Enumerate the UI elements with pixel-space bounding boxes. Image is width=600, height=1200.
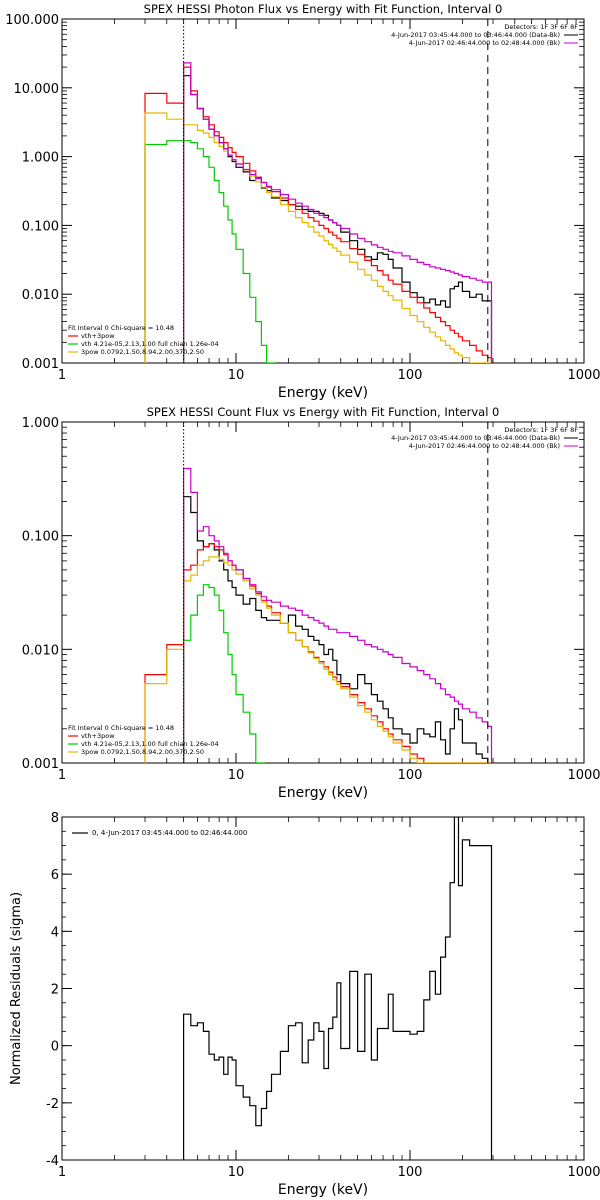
series-line-5 (183, 62, 493, 363)
legend-entry: vth+3pow (81, 732, 115, 740)
x-axis-label: Energy (keV) (278, 385, 368, 401)
x-tick-label: 1 (58, 1165, 66, 1180)
data-area (183, 817, 493, 1160)
fit-legend: Fit Interval 0 Chi-square = 10.48vth+3po… (68, 324, 219, 356)
legend-entry: vth 4.21e-05,2.13,1.00 full chian 1.26e-… (81, 340, 219, 348)
fit-info-label: Fit Interval 0 Chi-square = 10.48 (68, 324, 174, 332)
series-line-1 (183, 817, 493, 1160)
chart-panel-3: 1 10 100 1000 Energy (keV) -4 -2 0 2 4 6 8 Normalize… (9, 811, 600, 1198)
x-axis: 1 10 100 1000 (58, 19, 600, 383)
series-line-4 (144, 556, 492, 763)
legend-entry: 3pow 0.0792,1.50,8.94,2.00,370,2.50 (81, 748, 204, 756)
x-tick-label: 100 (398, 1165, 423, 1180)
x-tick-label: 100 (398, 368, 423, 383)
x-tick-label: 100 (398, 768, 423, 783)
chart-panel-2: SPEX HESSI Count Flux vs Energy with Fit… (22, 405, 600, 801)
y-tick-label: 0.001 (22, 357, 59, 372)
series-line-1 (183, 496, 492, 763)
info-line: Detectors: 1F 3F 6F 8F (504, 426, 578, 434)
info-line: Detectors: 1F 3F 6F 8F (504, 23, 578, 31)
data-area (144, 62, 493, 363)
residual-legend: 0, 4-Jun-2017 03:45:44.000 to 02:46:44.0… (72, 829, 247, 837)
fit-legend: Fit Interval 0 Chi-square = 10.48vth+3po… (68, 724, 219, 756)
y-tick-label: 1.000 (22, 416, 59, 431)
x-tick-label: 1000 (567, 1165, 600, 1180)
x-tick-label: 1 (58, 368, 66, 383)
y-tick-label: 4 (51, 925, 59, 940)
y-tick-label: 6 (51, 868, 59, 883)
series-line-3 (144, 140, 276, 363)
info-line: 4-Jun-2017 03:45:44.000 to 03:46:44.000 … (391, 31, 560, 39)
y-axis-label: Normalized Residuals (sigma) (9, 892, 24, 1085)
x-tick-label: 1000 (567, 368, 600, 383)
x-axis-label: Energy (keV) (278, 785, 368, 801)
y-tick-label: 2 (51, 983, 59, 998)
chart-title: SPEX HESSI Photon Flux vs Energy with Fi… (144, 2, 503, 16)
y-tick-label: 0.010 (22, 643, 59, 658)
series-line-1 (183, 75, 493, 363)
plot-frame (61, 421, 585, 764)
x-tick-label: 1000 (567, 768, 600, 783)
series-line-3 (183, 584, 266, 763)
x-axis: 1 10 100 1000 (58, 817, 600, 1180)
y-axis: 0.001 0.010 0.100 1.000 10.000 100.000 (5, 13, 584, 372)
detector-info: Detectors: 1F 3F 6F 8F4-Jun-2017 03:45:4… (391, 23, 578, 47)
y-tick-label: 10.000 (14, 82, 60, 97)
y-tick-label: 1.000 (22, 151, 59, 166)
y-tick-label: 100.000 (5, 13, 59, 28)
y-tick-label: 0.001 (22, 757, 59, 772)
chart-title: SPEX HESSI Count Flux vs Energy with Fit… (147, 405, 500, 419)
y-tick-label: 0.010 (22, 288, 59, 303)
info-line: 4-Jun-2017 03:45:44.000 to 03:46:44.000 … (391, 434, 560, 442)
series-line-2 (144, 66, 493, 363)
detector-info: Detectors: 1F 3F 6F 8F4-Jun-2017 03:45:4… (391, 426, 578, 450)
y-tick-label: 8 (51, 811, 59, 826)
y-tick-label: -4 (46, 1154, 59, 1169)
series-line-4 (144, 112, 492, 363)
y-axis: 0.001 0.010 0.100 1.000 (22, 416, 584, 772)
series-line-5 (183, 467, 493, 763)
legend-entry: vth 4.21e-05,2.13,1.00 full chian 1.26e-… (81, 740, 219, 748)
plot-frame (61, 18, 585, 364)
plot-frame (61, 816, 585, 1161)
fit-info-label: Fit Interval 0 Chi-square = 10.48 (68, 724, 174, 732)
series-line-2 (144, 543, 492, 763)
x-tick-label: 10 (228, 1165, 245, 1180)
legend-entry: 3pow 0.0792,1.50,8.94,2.00,370,2.50 (81, 348, 204, 356)
x-tick-label: 10 (228, 368, 245, 383)
y-tick-label: 0.100 (22, 530, 59, 545)
y-tick-label: 0.100 (22, 219, 59, 234)
info-line: 4-Jun-2017 02:46:44.000 to 02:48:44.000 … (409, 39, 560, 47)
x-tick-label: 1 (58, 768, 66, 783)
x-axis: 1 10 100 1000 (58, 422, 600, 783)
y-tick-label: -2 (46, 1097, 59, 1112)
x-axis-label: Energy (keV) (278, 1182, 368, 1198)
info-line: 4-Jun-2017 02:46:44.000 to 02:48:44.000 … (409, 442, 560, 450)
legend-entry: 0, 4-Jun-2017 03:45:44.000 to 02:46:44.0… (92, 829, 247, 837)
y-axis: -4 -2 0 2 4 6 8 (46, 811, 584, 1169)
x-tick-label: 10 (228, 768, 245, 783)
chart-panel-1: SPEX HESSI Photon Flux vs Energy with Fi… (5, 2, 600, 401)
data-area (144, 467, 493, 763)
y-tick-label: 0 (51, 1040, 59, 1055)
legend-entry: vth+3pow (81, 332, 115, 340)
